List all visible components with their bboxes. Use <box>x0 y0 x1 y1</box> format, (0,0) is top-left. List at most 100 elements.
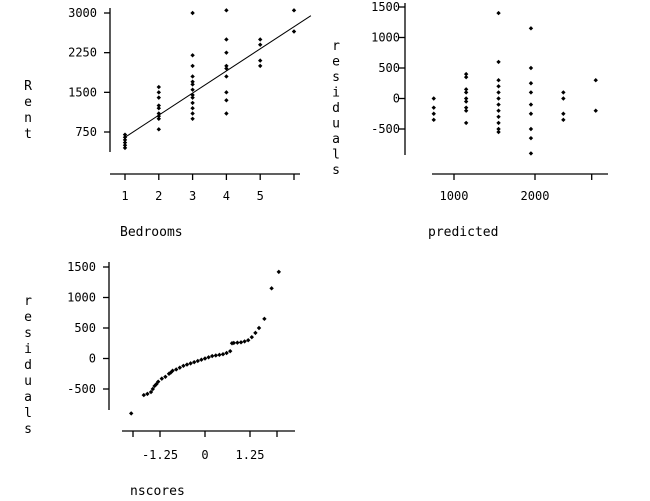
panel-2-point <box>431 117 436 123</box>
panel-3-point <box>246 338 251 343</box>
panel-1-point <box>190 106 195 111</box>
panel-3-point <box>256 325 262 331</box>
panel-3-x-label: nscores <box>130 484 185 499</box>
panel-2-point <box>431 105 436 110</box>
panel-1-point <box>122 135 128 140</box>
panel-3-point <box>269 286 274 291</box>
panel-3-x-tick-label: -1.25 <box>142 448 178 462</box>
panel-1-point <box>122 143 128 148</box>
panel-2-point <box>528 151 534 156</box>
panel-3-point <box>192 359 197 365</box>
panel-1-y-tick-label: 750 <box>75 125 97 139</box>
panel-3-point <box>184 362 190 367</box>
panel-3-point <box>188 361 193 366</box>
panel-3-point <box>166 371 172 376</box>
panel-3-point <box>156 379 161 384</box>
panel-1-point <box>190 79 195 84</box>
panel-2-point <box>528 126 534 132</box>
panel-2-point <box>496 114 501 119</box>
panel-1-x-tick-label: 1 <box>121 189 128 203</box>
panel-2-point <box>561 90 566 95</box>
panel-2-point <box>431 96 436 101</box>
panel-2-point <box>496 10 501 16</box>
panel-1-point <box>224 63 229 69</box>
panel-2-point <box>496 129 501 135</box>
panel-1-point <box>190 82 195 87</box>
panel-3-point <box>213 353 218 358</box>
panel-3-point <box>163 374 168 379</box>
panel-3-point <box>253 330 258 336</box>
panel-1-point <box>190 74 195 79</box>
panel-1-x-tick-label: 2 <box>155 189 162 203</box>
panel-2-point <box>496 120 501 126</box>
panel-1-y-tick-label: 2250 <box>68 46 97 60</box>
panel-2-point <box>496 96 501 101</box>
panel-2-point <box>463 74 469 80</box>
panel-1-x-label: Bedrooms <box>120 225 183 240</box>
panel-3-point <box>262 316 267 322</box>
panel-2-y-tick-label: -500 <box>371 122 400 136</box>
panel-2-point <box>431 111 436 116</box>
panel-1-point <box>156 116 161 121</box>
panel-2-point <box>463 90 469 95</box>
panel-1-point <box>190 63 195 69</box>
panel-3-point <box>220 352 226 357</box>
panel-1-point <box>190 116 195 121</box>
panel-3-y-tick-label: -500 <box>67 382 96 396</box>
panel-1-point <box>224 74 229 79</box>
panel-1-point <box>122 145 128 151</box>
panel-3-point <box>210 353 215 359</box>
panel-2-point <box>528 135 534 141</box>
panel-3-point <box>159 376 164 381</box>
panel-2-y-tick-label: 500 <box>378 61 400 75</box>
panel-1-fit-line <box>124 15 312 138</box>
panel-1-point <box>122 132 128 137</box>
panel-3-y-tick-label: 0 <box>89 352 96 366</box>
panel-1-y-tick-label: 3000 <box>68 6 97 20</box>
panel-3-point <box>181 363 186 369</box>
panel-3-y-tick-label: 1500 <box>67 260 96 274</box>
panel-2-x-tick-label: 2000 <box>521 189 550 203</box>
panel-3-point <box>238 340 244 345</box>
panel-2-point <box>528 81 534 86</box>
panel-2-y-tick-label: 0 <box>393 92 400 106</box>
panel-1-point <box>122 137 128 143</box>
panel-2-point <box>496 126 501 132</box>
panel-2-point <box>463 96 469 101</box>
panel-2-point <box>528 26 534 31</box>
panel-1-point <box>190 87 195 92</box>
panel-1-point <box>258 63 263 69</box>
panel-2-point <box>463 71 469 77</box>
panel-2-x-label: predicted <box>428 225 498 240</box>
panel-2-point <box>528 102 534 107</box>
panel-2-point <box>496 102 501 107</box>
panel-2-point <box>496 84 501 89</box>
panel-1-point <box>156 106 161 111</box>
panel-1-point <box>190 100 195 106</box>
panel-1-point <box>156 90 161 95</box>
panel-3-point <box>202 356 208 361</box>
panel-2-point <box>463 99 469 104</box>
panel-2-point <box>593 108 598 113</box>
panel-2-point <box>496 59 501 65</box>
panel-3-x-tick-label: 1.25 <box>236 448 265 462</box>
panel-3-point <box>199 357 204 362</box>
panel-2-y-tick-label: 1000 <box>371 31 400 45</box>
panel-1-point <box>190 95 195 100</box>
panel-2-point <box>463 105 469 110</box>
panel-1-point <box>122 140 128 145</box>
panel-1-point <box>156 111 161 116</box>
panel-2-point <box>463 108 469 113</box>
panel-3-point <box>224 350 229 356</box>
panel-3-point <box>249 334 254 340</box>
panel-1-point <box>156 113 161 119</box>
panel-3-point <box>242 339 247 344</box>
panel-2-point <box>528 111 534 116</box>
panel-1-point <box>224 37 229 42</box>
panel-3-point <box>235 340 240 345</box>
panel-1-point <box>156 95 161 100</box>
panel-3-point <box>228 348 233 354</box>
